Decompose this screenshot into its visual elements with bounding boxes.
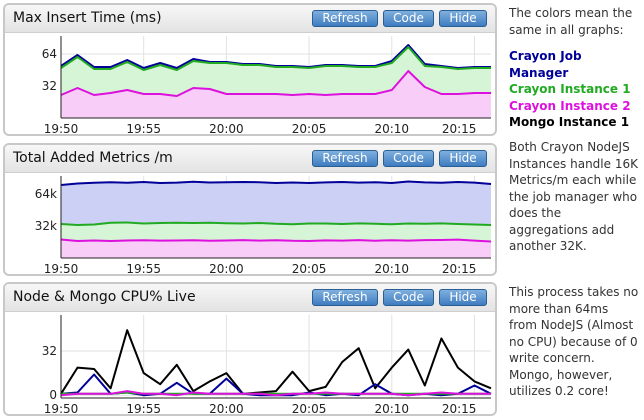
y-tick-label: 64: [42, 47, 57, 61]
chart-panel-max-insert-time: Max Insert Time (ms) Refresh Code Hide 3…: [3, 3, 497, 136]
y-tick-label: 64k: [35, 187, 57, 201]
chart-panel-total-added-metrics: Total Added Metrics /m Refresh Code Hide…: [3, 143, 497, 276]
y-tick-label: 0: [49, 388, 57, 402]
panel-title: Node & Mongo CPU% Live: [13, 289, 196, 305]
refresh-button[interactable]: Refresh: [312, 289, 378, 306]
series-line: [60, 180, 492, 186]
cpu-live-chart: 0 32 19:50 19:55 20:00 20:05 20:10 20:15: [42, 315, 492, 416]
x-tick-label: 20:10: [374, 262, 409, 276]
x-tick-label: 20:10: [374, 122, 409, 136]
chart-panel-cpu-live: Node & Mongo CPU% Live Refresh Code Hide…: [3, 282, 497, 416]
legend-item-job-manager: Crayon Job Manager: [509, 49, 582, 80]
x-tick-label: 20:10: [374, 402, 409, 416]
legend-intro: The colors mean the same in all graphs:: [509, 6, 633, 37]
y-tick-label: 32: [42, 79, 57, 93]
series-line: [60, 329, 492, 395]
panel-header: Node & Mongo CPU% Live Refresh Code Hide: [5, 284, 495, 312]
x-tick-label: 20:15: [442, 402, 477, 416]
x-tick-label: 20:00: [209, 402, 244, 416]
legend-item-mongo-instance-1: Mongo Instance 1: [509, 115, 630, 129]
series-line: [60, 221, 492, 226]
series-line: [60, 46, 491, 71]
series-line: [60, 70, 491, 97]
hide-button[interactable]: Hide: [439, 289, 487, 306]
x-tick-label: 20:05: [292, 262, 327, 276]
x-tick-label: 19:55: [126, 402, 161, 416]
total-added-metrics-chart: 32k 64k 19:50 19:55 20:00 20:05 20:10 20:15: [35, 176, 492, 276]
panel-header: Max Insert Time (ms) Refresh Code Hide: [5, 5, 495, 33]
series-line: [60, 390, 491, 397]
x-tick-label: 19:55: [126, 122, 161, 136]
refresh-button[interactable]: Refresh: [312, 150, 378, 167]
panel-title: Total Added Metrics /m: [13, 150, 173, 166]
y-tick-label: 32k: [35, 219, 57, 233]
sidebar-note-cpu: This process takes no more than 64ms fro…: [509, 284, 639, 400]
hide-button[interactable]: Hide: [439, 10, 487, 27]
x-tick-label: 20:00: [209, 122, 244, 136]
cpu-note: This process takes no more than 64ms fro…: [509, 285, 639, 398]
panel-title: Max Insert Time (ms): [13, 10, 162, 26]
throughput-note: Both Crayon NodeJS Instances handle 16K …: [509, 140, 638, 253]
code-button[interactable]: Code: [383, 150, 434, 167]
code-button[interactable]: Code: [383, 289, 434, 306]
legend-item-instance-2: Crayon Instance 2: [509, 98, 631, 113]
x-tick-label: 20:05: [292, 122, 327, 136]
legend-item-instance-1: Crayon Instance 1: [509, 82, 631, 96]
y-tick-label: 32: [42, 344, 57, 358]
x-tick-label: 20:15: [442, 262, 477, 276]
series-line: [60, 238, 492, 243]
x-tick-label: 20:05: [292, 402, 327, 416]
code-button[interactable]: Code: [383, 10, 434, 27]
max-insert-time-chart: 32 64 19:50 19:55 20:00 20:05 20:10 20:15: [42, 36, 491, 136]
sidebar-note-throughput: Both Crayon NodeJS Instances handle 16K …: [509, 139, 639, 255]
x-tick-label: 20:00: [209, 262, 244, 276]
x-tick-label: 19:50: [44, 262, 79, 276]
x-tick-label: 19:55: [126, 262, 161, 276]
area-fill: [61, 222, 491, 242]
area-fill: [61, 239, 491, 258]
x-tick-label: 19:50: [44, 122, 79, 136]
x-tick-label: 19:50: [44, 402, 79, 416]
sidebar-notes: The colors mean the same in all graphs: …: [509, 5, 639, 131]
x-tick-label: 20:15: [442, 122, 477, 136]
refresh-button[interactable]: Refresh: [312, 10, 378, 27]
panel-header: Total Added Metrics /m Refresh Code Hide: [5, 145, 495, 173]
hide-button[interactable]: Hide: [439, 150, 487, 167]
area-fill: [61, 181, 491, 225]
